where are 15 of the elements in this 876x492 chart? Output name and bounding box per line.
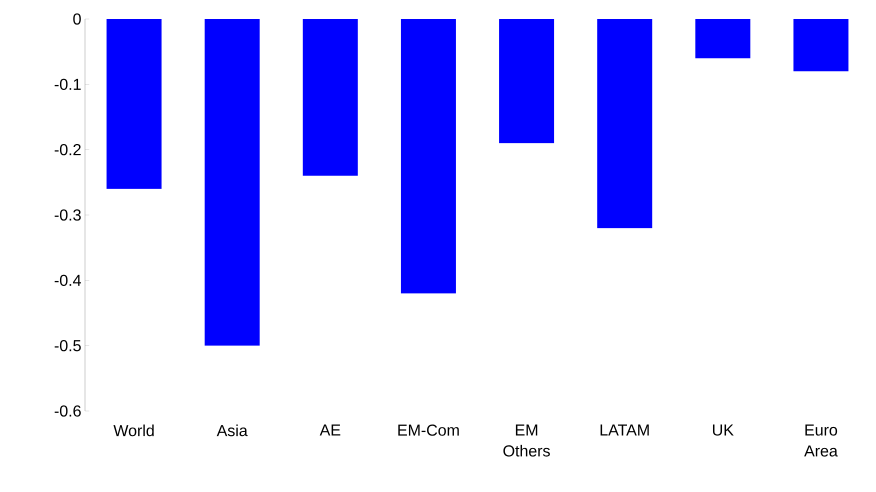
x-tick-label: EM-Com — [398, 424, 459, 436]
y-tick-label: -0.6 — [54, 405, 81, 417]
x-tick-label: AE — [320, 424, 340, 436]
x-tick-label: LATAM — [600, 424, 649, 436]
x-tick-label: EM Others — [503, 424, 550, 457]
x-tick-label: World — [113, 424, 154, 436]
y-tick-label: -0.5 — [54, 340, 81, 352]
y-tick-label: 0 — [73, 13, 81, 25]
x-tick-label: UK — [712, 424, 734, 436]
y-tick-label: -0.4 — [54, 274, 82, 286]
y-tick-label: -0.1 — [54, 78, 81, 90]
y-tick-label: -0.2 — [54, 144, 81, 156]
y-tick-label: -0.3 — [54, 209, 81, 221]
x-tick-label: Euro Area — [804, 424, 838, 457]
x-tick-label: Asia — [216, 424, 248, 436]
